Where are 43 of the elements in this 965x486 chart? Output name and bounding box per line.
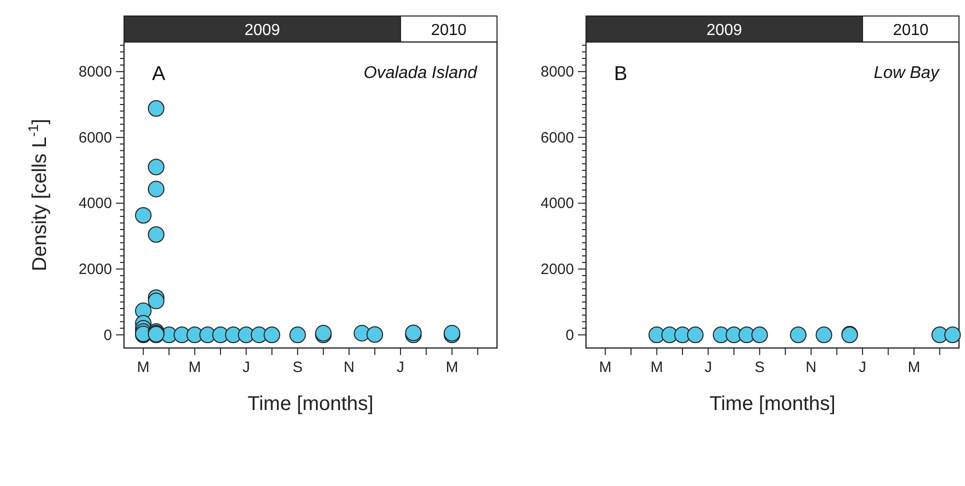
y-tick-label: 2000	[78, 261, 112, 278]
x-tick-label: N	[344, 359, 355, 376]
y-tick-label: 2000	[540, 261, 574, 278]
y-tick-label: 8000	[540, 64, 574, 81]
y-tick-label: 0	[566, 326, 574, 344]
x-tick-label: J	[704, 359, 712, 376]
y-tick-label: 6000	[540, 129, 574, 146]
y-tick-label: 8000	[78, 64, 112, 81]
point	[148, 180, 164, 198]
annotation: Ovalada Island	[364, 63, 478, 82]
x-tick-label: J	[396, 359, 404, 376]
x-tick-label: S	[754, 359, 765, 376]
point	[264, 326, 280, 344]
point	[148, 226, 164, 243]
annotation: Low Bay	[874, 63, 940, 82]
x-axis-title: Time [months]	[248, 393, 374, 415]
point	[148, 292, 164, 310]
annotation: B	[614, 63, 628, 85]
x-tick-label: J	[242, 359, 250, 376]
x-tick-label: N	[806, 359, 817, 376]
point	[148, 158, 164, 176]
x-tick-label: M	[650, 359, 663, 376]
y-tick-label: 0	[104, 326, 112, 344]
y-tick-label: 4000	[540, 195, 574, 212]
x-tick-label: M	[137, 359, 150, 376]
text: 2009	[244, 22, 280, 39]
point	[289, 326, 306, 344]
point	[135, 207, 152, 224]
point	[366, 326, 384, 343]
x-tick-label: M	[599, 359, 612, 376]
point	[148, 100, 164, 117]
x-tick-label: S	[292, 359, 303, 376]
x-axis-title: Time [months]	[710, 393, 836, 415]
y-tick-label: 4000	[78, 195, 112, 212]
text: 2010	[892, 22, 929, 39]
x-tick-label: M	[446, 359, 458, 376]
x-tick-label: M	[908, 359, 920, 376]
text: 2009	[706, 22, 742, 39]
y-tick-label: 6000	[78, 129, 112, 146]
x-tick-label: J	[858, 359, 866, 376]
annotation: A	[152, 63, 166, 85]
text: 2010	[430, 22, 467, 39]
x-tick-label: M	[188, 359, 201, 376]
